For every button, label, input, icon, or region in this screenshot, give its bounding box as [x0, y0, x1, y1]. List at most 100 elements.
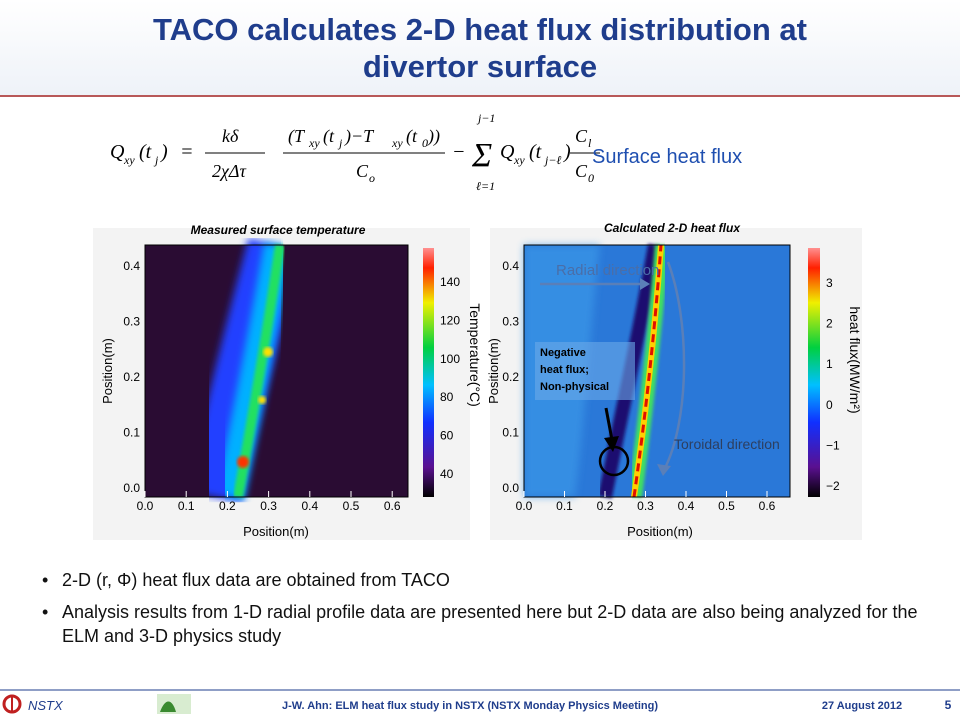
y-tick-label: 0.3 [123, 315, 140, 329]
equation-token: )) [427, 126, 440, 147]
y-tick-label: 0.4 [502, 259, 519, 273]
x-tick-label: 0.1 [178, 499, 195, 513]
colorbar-tick-label: 3 [826, 276, 833, 290]
x-axis-label: Position(m) [627, 524, 693, 539]
x-tick-label: 0.5 [343, 499, 360, 513]
equation-token: j [337, 136, 343, 150]
arrow [604, 407, 614, 441]
equation-token: C [356, 161, 369, 181]
annotation: heat flux; [540, 364, 589, 376]
y-axis-label: Position(m) [100, 338, 115, 404]
x-tick-label: 0.2 [219, 499, 236, 513]
x-tick-label: 0.0 [137, 499, 154, 513]
y-tick-label: 0.2 [123, 370, 140, 384]
title-line: TACO calculates 2-D heat flux distributi… [153, 12, 807, 47]
hot-spot [237, 456, 249, 468]
equation-token: 2χΔτ [212, 161, 246, 181]
x-tick-label: 0.0 [516, 499, 533, 513]
page-number: 5 [945, 698, 952, 712]
ornl-logo [160, 701, 176, 712]
annotation: Radial direction [556, 262, 659, 279]
equation-token: xy [513, 153, 525, 167]
footer-date: 27 August 2012 [822, 700, 902, 712]
y-tick-label: 0.0 [502, 481, 519, 495]
header-bg [0, 0, 960, 95]
x-tick-label: 0.1 [556, 499, 573, 513]
equation-token: xy [391, 136, 403, 150]
x-tick-label: 0.4 [678, 499, 695, 513]
equation-token: j [153, 153, 159, 167]
equation-token: j−1 [476, 111, 495, 125]
y-tick-label: 0.1 [123, 426, 140, 440]
footer-org: NSTX [28, 698, 64, 713]
colorbar-tick-label: 1 [826, 357, 833, 371]
footer-text: J-W. Ahn: ELM heat flux study in NSTX (N… [282, 700, 658, 712]
x-tick-label: 0.5 [718, 499, 735, 513]
equation-token: (t [406, 126, 418, 147]
band-core [632, 244, 663, 498]
y-tick-label: 0.4 [123, 259, 140, 273]
equation-token: Σ [471, 137, 492, 174]
equation-token: (t [323, 126, 335, 147]
equation-token: o [369, 171, 375, 185]
equation-token: l [588, 136, 592, 150]
plot-frame [523, 244, 791, 498]
equation-token: − [452, 141, 466, 163]
y-tick-label: 0.1 [502, 426, 519, 440]
x-tick-label: 0.6 [759, 499, 776, 513]
x-tick-label: 0.3 [637, 499, 654, 513]
arrow [662, 261, 686, 471]
equation-token: (T [288, 126, 306, 147]
equation-token: C [575, 161, 588, 181]
equation-token: xy [123, 153, 135, 167]
y-tick-label: 0.2 [502, 370, 519, 384]
colorbar-tick-label: −1 [826, 438, 840, 452]
colorbar-tick-label: 0 [826, 398, 833, 412]
plot-frame [144, 244, 409, 498]
equation-token: )−T [344, 126, 375, 147]
colorbar-tick-label: −2 [826, 479, 840, 493]
colorbar-tick-label: 80 [440, 390, 454, 404]
x-tick-label: 0.2 [597, 499, 614, 513]
heatmap-band [215, 245, 280, 497]
arrow-head [657, 464, 671, 476]
y-tick-label: 0.3 [502, 315, 519, 329]
bullet-list: 2-D (r, Φ) heat flux data are obtained f… [40, 568, 940, 656]
colorbar-tick-label: 60 [440, 429, 454, 443]
bullet: Analysis results from 1-D radial profile… [40, 600, 940, 648]
equation-token: j−ℓ [543, 153, 561, 167]
panel-title: Calculated 2-D heat flux [604, 221, 741, 235]
x-tick-label: 0.3 [260, 499, 277, 513]
equation-token: 0 [422, 136, 428, 150]
equation-token: Q [110, 141, 125, 163]
annotation: Negative [540, 347, 586, 359]
equation-token: ℓ=1 [476, 179, 495, 193]
colorbar-tick-label: 40 [440, 467, 454, 481]
colorbar-tick-label: 2 [826, 317, 833, 331]
equation-caption: Surface heat flux [592, 146, 742, 168]
equation-token: ) [160, 141, 168, 163]
colorbar-tick-label: 100 [440, 352, 460, 366]
equation-token: (t [139, 141, 152, 163]
annotation: Toroidal direction [674, 436, 780, 452]
bullet: 2-D (r, Φ) heat flux data are obtained f… [40, 568, 940, 592]
equation-token: C [575, 126, 588, 146]
hot-spot [258, 396, 266, 404]
title-line: divertor surface [363, 49, 597, 84]
equation-token: Q [500, 141, 515, 163]
colorbar [808, 248, 820, 497]
hot-spot [263, 347, 273, 357]
x-tick-label: 0.4 [301, 499, 318, 513]
equation-token: = [180, 141, 194, 163]
x-axis-label: Position(m) [243, 524, 309, 539]
colorbar-tick-label: 140 [440, 275, 460, 289]
highlight-circle [598, 445, 630, 477]
equation-token: kδ [222, 126, 239, 146]
annotation: Non-physical [540, 381, 609, 393]
colorbar-label: Temperature(°C) [467, 303, 483, 407]
y-tick-label: 0.0 [123, 481, 140, 495]
colorbar-tick-label: 120 [440, 313, 460, 327]
